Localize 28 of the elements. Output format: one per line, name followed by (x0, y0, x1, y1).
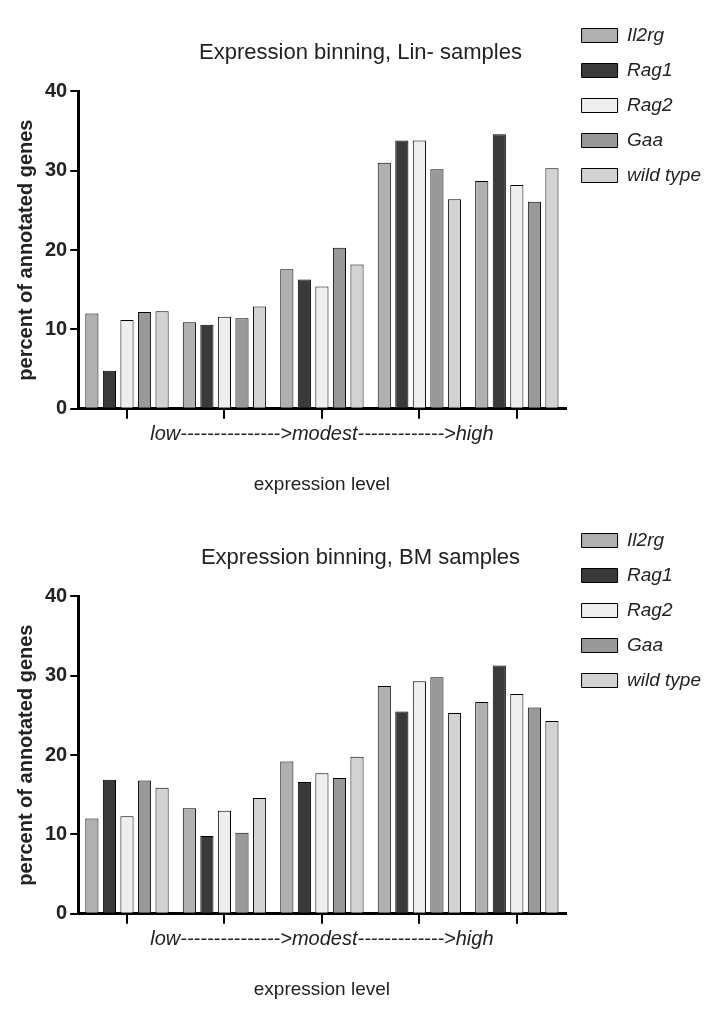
legend-label: Rag1 (627, 58, 673, 80)
legend-label: Rag2 (627, 93, 673, 115)
y-tick-label: 10 (45, 316, 68, 339)
y-tick-label: 30 (45, 158, 68, 181)
text: low--------------->modest------------->high (150, 422, 494, 445)
legend-label: wild type (627, 163, 701, 185)
chart-title: Expression binning, Lin- samples (199, 39, 522, 65)
y-tick-label: 20 (45, 237, 68, 260)
y-axis-title: percent of annotated genes (13, 119, 36, 381)
chart-title: Expression binning, BM samples (200, 544, 521, 570)
text: low--------------->modest------------->high (150, 927, 494, 950)
legend-label: Gaa (627, 128, 663, 150)
legend-label: Rag1 (627, 563, 673, 585)
y-tick-label: 0 (56, 901, 68, 924)
legend-label: Gaa (627, 633, 663, 655)
y-tick-label: 40 (45, 583, 68, 606)
y-axis-title: percent of annotated genes (13, 624, 36, 886)
legend-label: Il2rg (627, 528, 665, 550)
x-axis-title: expression level (253, 472, 391, 494)
y-tick-label: 20 (45, 742, 68, 765)
legend-label: wild type (627, 668, 701, 690)
y-tick-label: 0 (56, 396, 68, 419)
y-tick-label: 10 (45, 821, 68, 844)
x-axis-title: expression level (253, 977, 391, 999)
legend-label: Rag2 (627, 598, 673, 620)
legend-label: Il2rg (627, 23, 665, 45)
y-tick-label: 30 (45, 663, 68, 686)
y-tick-label: 40 (45, 78, 68, 101)
